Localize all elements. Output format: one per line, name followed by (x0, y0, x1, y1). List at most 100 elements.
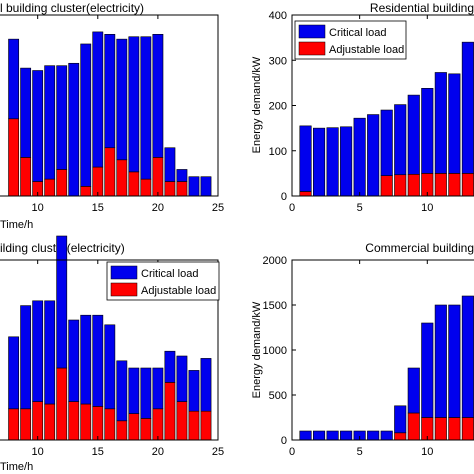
legend-label: Adjustable load (329, 44, 404, 56)
bar-critical (140, 36, 152, 180)
legend: Critical load Adjustable load (294, 20, 407, 60)
x-tick-label: 0 (289, 446, 295, 458)
bar-adjustable (80, 186, 92, 197)
x-tick-label: 20 (152, 446, 164, 458)
x-tick-label: 5 (357, 446, 363, 458)
bar-adjustable (92, 406, 104, 441)
bar-critical (200, 358, 212, 412)
bar-critical (116, 360, 128, 422)
bar-adjustable (32, 401, 44, 441)
bar-critical (434, 72, 447, 174)
bar-critical (56, 65, 68, 170)
x-tick-label: 25 (212, 202, 224, 214)
bar-adjustable (461, 417, 474, 441)
y-tick-label: 1000 (263, 345, 287, 357)
bar-critical (461, 295, 474, 418)
bar-adjustable (164, 181, 176, 197)
bar-adjustable (80, 403, 92, 441)
plot-frame (0, 14, 219, 197)
bar-adjustable (152, 408, 164, 441)
bar-adjustable (20, 408, 32, 441)
bar-critical (340, 126, 353, 197)
chart-title: Residential building (370, 1, 474, 15)
bar-adjustable (128, 171, 140, 197)
bar-critical (92, 31, 104, 168)
bar-adjustable (448, 173, 461, 197)
x-tick-label: 25 (212, 446, 224, 458)
x-axis-label: Time/h (0, 219, 33, 231)
bar-critical (299, 125, 312, 192)
bar-critical (434, 304, 447, 418)
bar-critical (32, 70, 44, 182)
x-tick-label: 5 (357, 202, 363, 214)
legend-swatch (298, 24, 326, 39)
bar-adjustable (434, 417, 447, 441)
bar-adjustable (152, 157, 164, 197)
bar-adjustable (394, 432, 407, 441)
plot-frame (0, 259, 219, 441)
bar-adjustable (44, 178, 56, 197)
bar-adjustable (92, 166, 104, 197)
x-tick-label: 0 (289, 202, 295, 214)
bar-adjustable (407, 412, 420, 441)
bar-adjustable (434, 173, 447, 197)
y-tick-label: 500 (269, 390, 287, 402)
bar-critical (353, 117, 366, 197)
bar-critical (380, 109, 393, 176)
chart-br: Commercial building 0 5 10 0 500 1000 1500 2000 E… (251, 241, 474, 458)
bar-adjustable (461, 173, 474, 197)
chart-title: Commercial building (365, 241, 474, 255)
y-tick-label: 0 (281, 435, 287, 447)
bar-adjustable (448, 417, 461, 441)
legend-swatch (110, 265, 138, 280)
x-tick-label: 10 (421, 446, 433, 458)
bar-adjustable (68, 401, 80, 441)
bar-critical (326, 127, 339, 197)
bar-critical (448, 304, 461, 418)
x-tick-label: 15 (92, 202, 104, 214)
bar-critical (44, 65, 56, 180)
legend: Critical load Adjustable load (106, 261, 220, 301)
bar-critical (313, 127, 326, 197)
bar-critical (164, 350, 176, 383)
bar-critical (140, 367, 152, 419)
bar-critical (20, 305, 32, 410)
x-tick-label: 15 (92, 446, 104, 458)
chart-title: l building cluster(electricity) (0, 1, 144, 15)
bar-adjustable (164, 382, 176, 441)
bar-critical (8, 336, 20, 410)
bar-critical (92, 314, 104, 407)
y-tick-label: 0 (281, 191, 287, 203)
bar-critical (152, 34, 164, 158)
bar-critical (128, 36, 140, 173)
bar-adjustable (176, 401, 188, 441)
x-tick-label: 10 (32, 446, 44, 458)
bar-critical (421, 322, 434, 418)
bar-adjustable (140, 178, 152, 197)
x-tick-label: 20 (152, 202, 164, 214)
bar-adjustable (380, 175, 393, 197)
bar-critical (80, 314, 92, 405)
y-tick-label: 2000 (263, 255, 287, 267)
bar-critical (394, 405, 407, 434)
bar-critical (394, 104, 407, 176)
y-axis-label: Energy demand/kW (251, 56, 263, 153)
bar-adjustable (200, 410, 212, 441)
bar-adjustable (56, 169, 68, 197)
bar-critical (367, 114, 380, 197)
y-tick-label: 200 (269, 101, 287, 113)
legend-label: Adjustable load (141, 285, 216, 297)
bar-critical (80, 43, 92, 187)
bar-critical (116, 38, 128, 161)
bar-critical (421, 88, 434, 174)
bar-adjustable (394, 174, 407, 197)
bar-adjustable (116, 159, 128, 197)
chart-bl: ilding cluster(electricity)10 15 20 25Time/… (0, 235, 224, 473)
bar-critical (448, 73, 461, 174)
y-tick-label: 1500 (263, 300, 287, 312)
bar-critical (407, 367, 420, 414)
y-tick-label: 400 (269, 10, 287, 22)
bar-adjustable (188, 410, 200, 441)
bar-critical (128, 367, 140, 414)
